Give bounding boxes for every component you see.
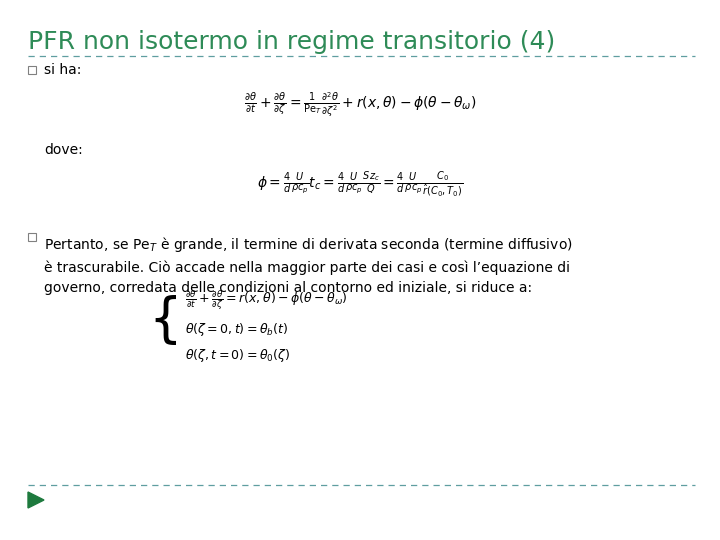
Text: PFR non isotermo in regime transitorio (4): PFR non isotermo in regime transitorio (… [28, 30, 555, 54]
Text: $\frac{\partial\theta}{\partial t}+\frac{\partial\theta}{\partial\zeta}=\frac{1}: $\frac{\partial\theta}{\partial t}+\frac… [243, 91, 477, 119]
Bar [28, 66, 36, 74]
Text: $\theta(\zeta,t=0)=\theta_0(\zeta)$: $\theta(\zeta,t=0)=\theta_0(\zeta)$ [185, 347, 290, 363]
Polygon shape [28, 492, 44, 508]
Text: $\{$: $\{$ [148, 293, 176, 347]
Text: Pertanto, se Pe$_T$ è grande, il termine di derivata seconda (termine diffusivo): Pertanto, se Pe$_T$ è grande, il termine… [44, 235, 572, 295]
Bar [28, 233, 36, 241]
Text: $\phi=\frac{4}{d}\frac{U}{\rho c_p}t_c=\frac{4}{d}\frac{U}{\rho c_p}\frac{Sz_c}{: $\phi=\frac{4}{d}\frac{U}{\rho c_p}t_c=\… [257, 170, 463, 200]
Text: dove:: dove: [44, 143, 83, 157]
Text: si ha:: si ha: [44, 63, 81, 77]
Text: $\theta(\zeta=0,t)=\theta_b(t)$: $\theta(\zeta=0,t)=\theta_b(t)$ [185, 321, 288, 339]
Text: $\frac{\partial\theta}{\partial t}+\frac{\partial\theta}{\partial\zeta}=r(x,\the: $\frac{\partial\theta}{\partial t}+\frac… [185, 288, 348, 312]
